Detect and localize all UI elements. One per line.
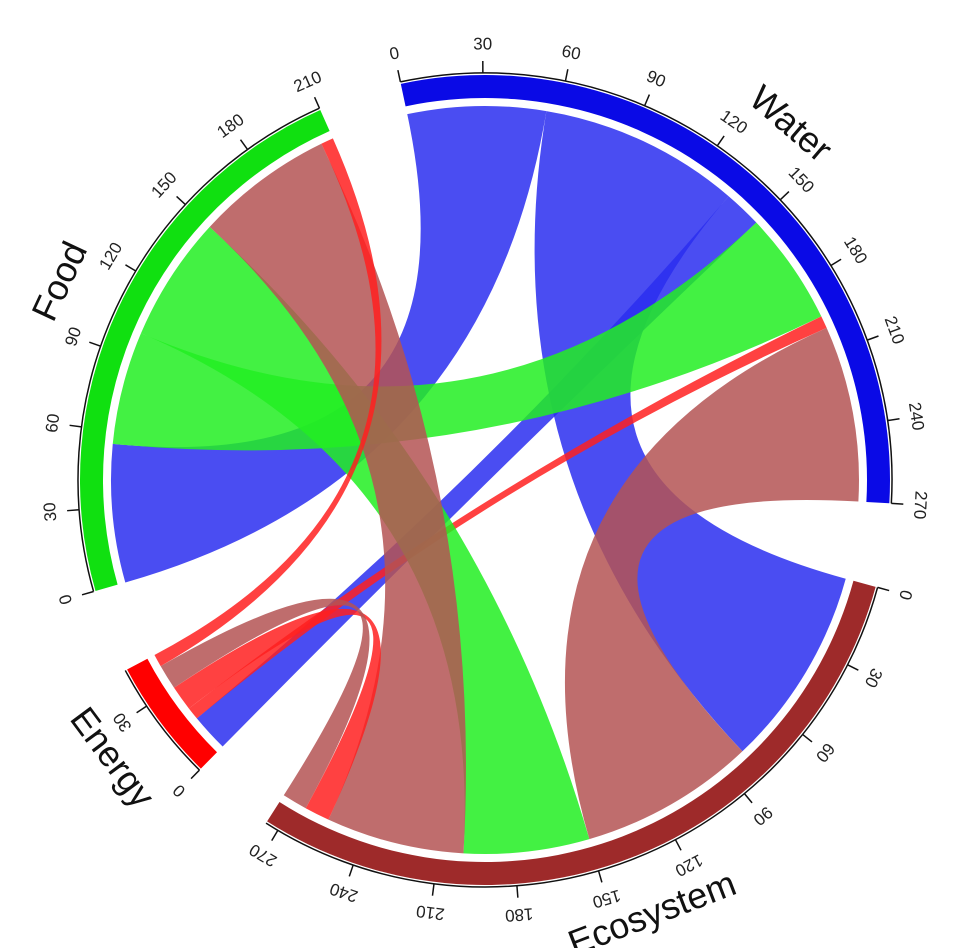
tick-label: 180	[504, 904, 534, 925]
tick-mark	[643, 94, 651, 106]
tick-label: 270	[910, 490, 931, 519]
chord	[160, 598, 370, 809]
tick-mark	[847, 664, 859, 671]
tick-label: 30	[861, 665, 887, 690]
tick-mark	[877, 586, 890, 592]
tick-label: 210	[415, 901, 446, 923]
chord	[534, 111, 846, 752]
tick-mark	[743, 793, 753, 804]
tick-label: 0	[169, 781, 189, 801]
sector-arc	[127, 658, 218, 769]
tick-mark	[674, 839, 682, 851]
tick-mark	[891, 502, 904, 505]
sector-arc	[79, 110, 330, 591]
chord	[209, 143, 466, 854]
tick-label: 240	[905, 401, 928, 432]
chord	[174, 608, 381, 820]
chord	[564, 327, 860, 840]
tick-mark	[89, 341, 101, 347]
tick-mark	[779, 191, 790, 201]
tick-mark	[830, 258, 842, 267]
tick-label: 60	[812, 739, 839, 766]
tick-mark	[348, 864, 354, 877]
tick-label: 210	[881, 314, 909, 347]
tick-mark	[67, 509, 80, 512]
tick-mark	[716, 135, 725, 147]
tick-mark	[190, 769, 201, 780]
sector-name: Energy	[62, 699, 163, 815]
sector-name: Food	[23, 235, 95, 327]
tick-mark	[69, 424, 82, 428]
tick-label: 180	[840, 233, 871, 267]
tick-label: 90	[750, 803, 777, 830]
tick-mark	[866, 335, 879, 341]
sector-axis	[265, 587, 879, 888]
tick-label: 0	[55, 592, 76, 606]
tick-mark	[397, 70, 402, 83]
tick-mark	[313, 96, 321, 109]
sector-axis	[124, 670, 201, 771]
tick-label: 0	[895, 588, 916, 602]
tick-mark	[802, 733, 813, 743]
chord	[140, 226, 590, 855]
tick-label: 210	[291, 67, 325, 96]
tick-mark	[271, 829, 279, 842]
tick-mark	[597, 870, 603, 883]
tick-mark	[431, 883, 435, 896]
sector-name: Ecosystem	[562, 862, 741, 948]
tick-mark	[136, 705, 148, 714]
tick-mark	[125, 264, 137, 272]
sector-name: Water	[742, 77, 841, 170]
tick-label: 90	[61, 325, 85, 349]
tick-label: 30	[473, 34, 492, 53]
tick-label: 180	[214, 110, 248, 142]
tick-label: 60	[560, 41, 582, 63]
tick-mark	[516, 885, 519, 898]
tick-label: 30	[40, 502, 60, 522]
tick-mark	[887, 418, 900, 422]
chords	[110, 106, 860, 855]
tick-mark	[239, 139, 249, 150]
tick-mark	[564, 69, 569, 82]
sector-axis	[400, 72, 893, 504]
tick-label: 240	[327, 879, 360, 906]
tick-mark	[176, 195, 186, 206]
tick-mark	[81, 590, 94, 596]
tick-label: 90	[644, 66, 669, 91]
tick-label: 60	[42, 412, 63, 433]
sector-axis	[77, 107, 320, 592]
tick-label: 270	[246, 840, 280, 871]
chord	[188, 316, 827, 719]
tick-label: 0	[388, 43, 401, 64]
chord	[110, 106, 547, 583]
tick-label: 150	[147, 168, 180, 202]
tick-label: 120	[95, 239, 126, 273]
